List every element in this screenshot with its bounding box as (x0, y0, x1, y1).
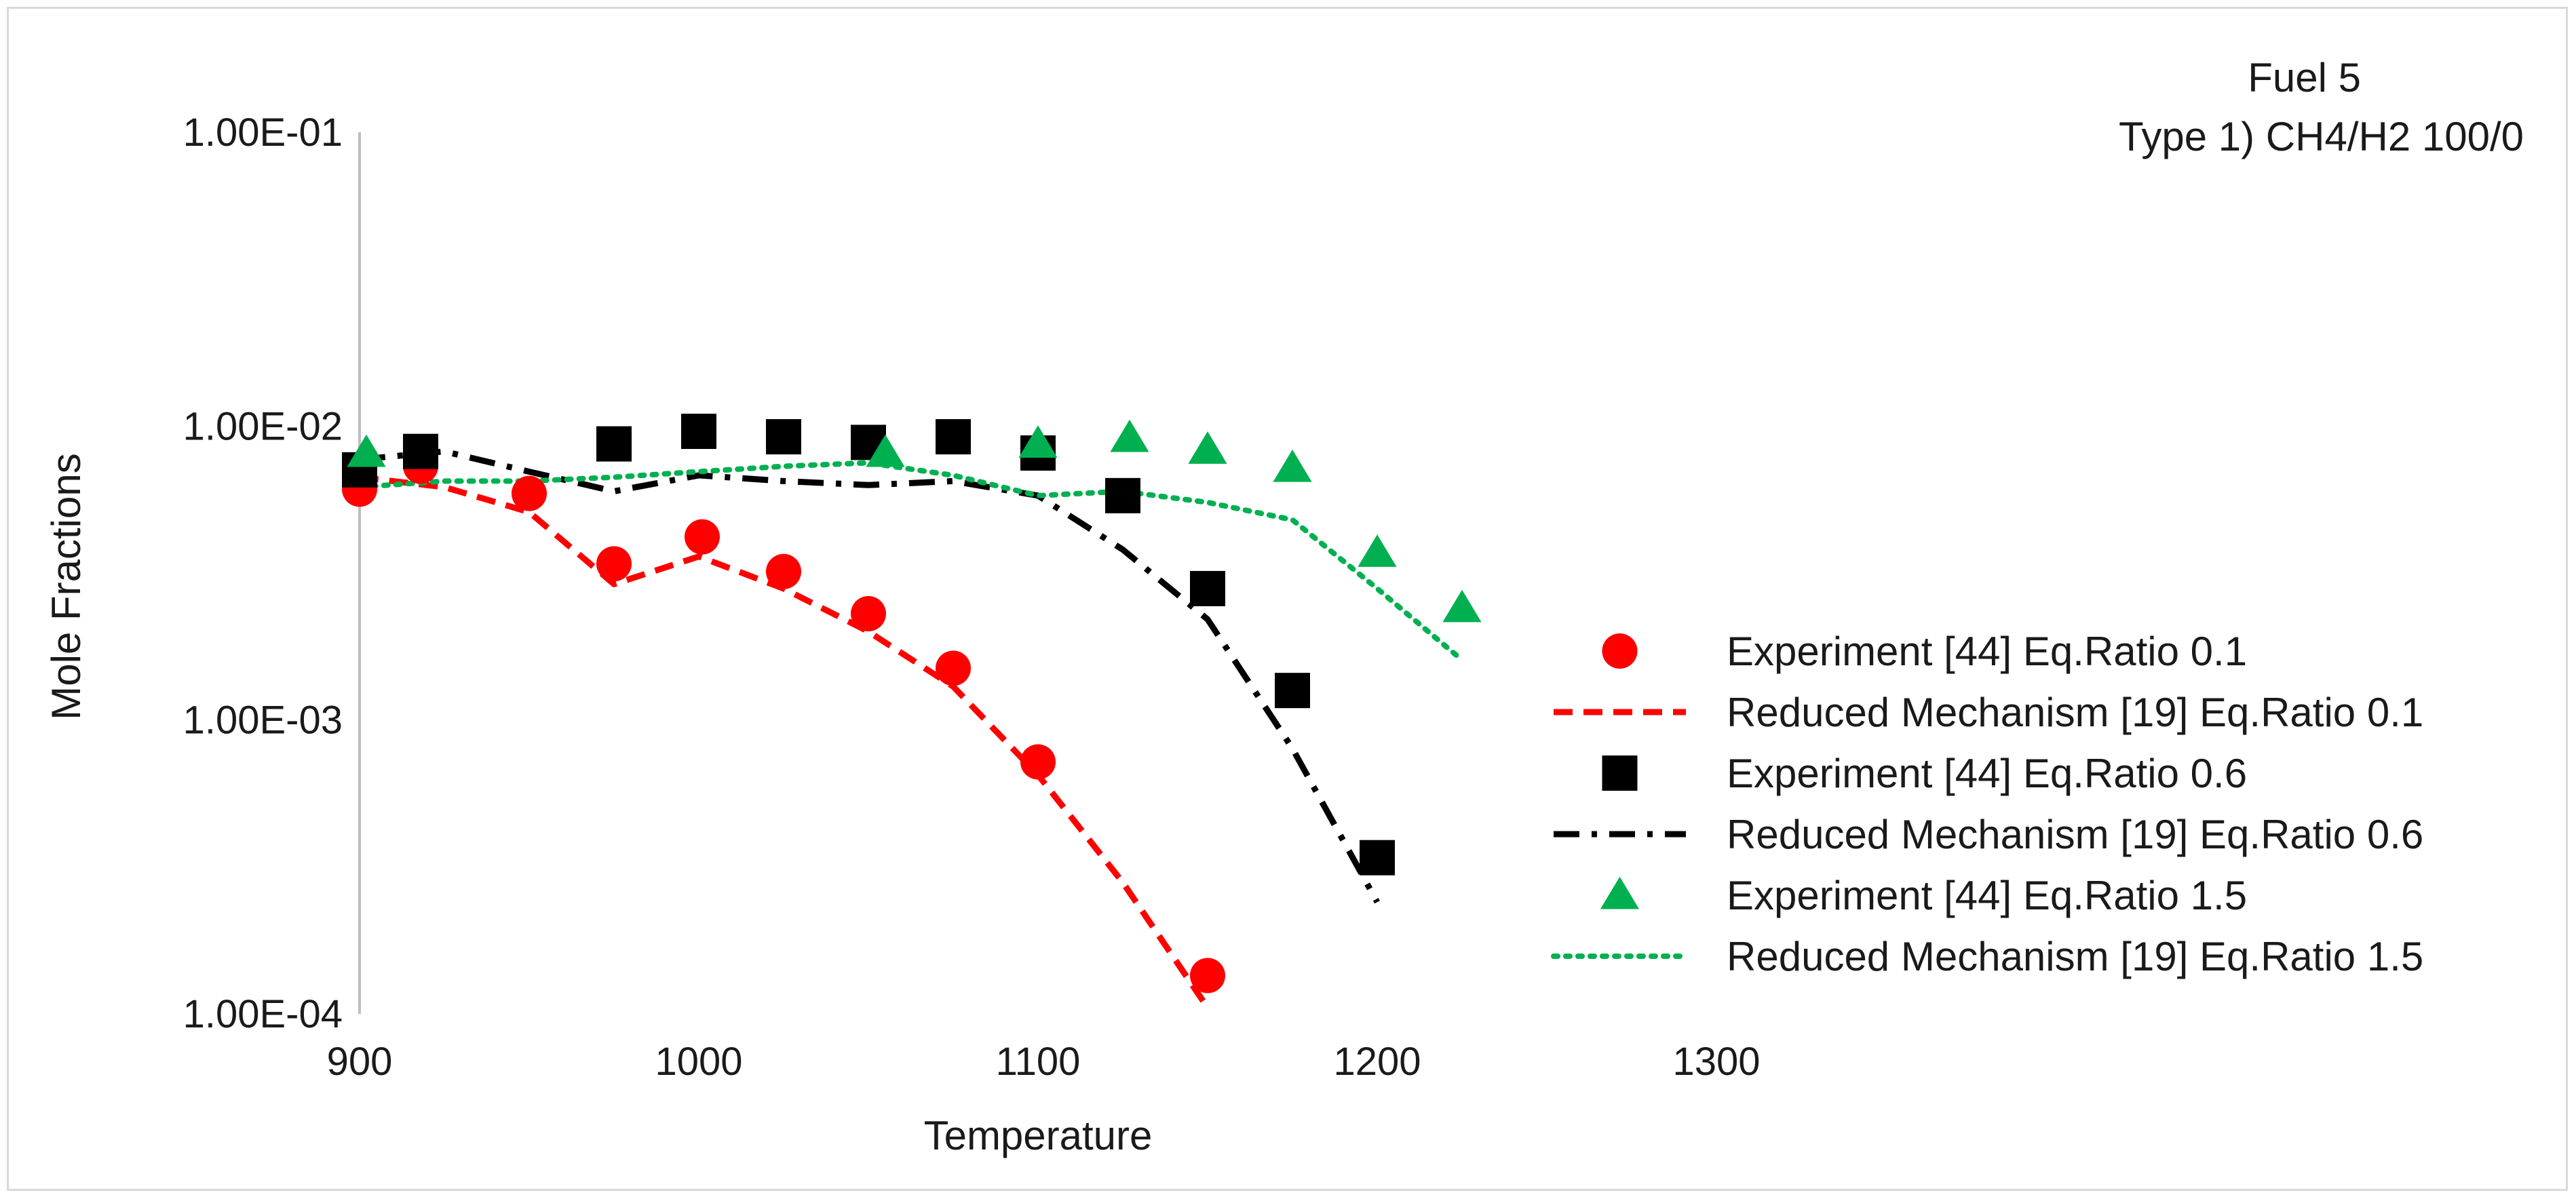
legend-label: Experiment [44] Eq.Ratio 1.5 (1727, 873, 2247, 918)
data-point-2-4 (766, 419, 801, 455)
data-point-4-7 (1442, 589, 1482, 623)
chart-title: Fuel 5 Type 1) CH4/H2 100/0 (2119, 55, 2524, 159)
chart-title-line-1: Fuel 5 (2248, 55, 2361, 100)
data-point-2-8 (1105, 477, 1140, 513)
data-point-2-2 (596, 426, 632, 462)
data-point-4-5 (1273, 449, 1312, 482)
x-tick-label: 1200 (1333, 1040, 1421, 1084)
x-tick-label: 1000 (655, 1040, 742, 1084)
data-point-4-3 (1110, 419, 1149, 452)
x-tick-label: 900 (327, 1040, 393, 1084)
data-point-0-5 (766, 553, 801, 589)
legend-label: Reduced Mechanism [19] Eq.Ratio 0.1 (1727, 690, 2423, 735)
y-axis-ticks: 1.00E-04 1.00E-03 1.00E-02 1.00E-01 (183, 111, 343, 1036)
data-point-2-1 (403, 433, 438, 469)
legend-label: Reduced Mechanism [19] Eq.Ratio 1.5 (1727, 934, 2423, 979)
data-point-0-3 (596, 546, 632, 582)
data-point-4-4 (1188, 431, 1227, 464)
legend-label: Experiment [44] Eq.Ratio 0.1 (1727, 629, 2247, 674)
series-markers (342, 414, 1482, 994)
x-tick-label: 1100 (996, 1040, 1081, 1084)
data-point-0-9 (1190, 958, 1225, 994)
data-point-0-8 (1020, 744, 1056, 780)
legend-item: Experiment [44] Eq.Ratio 1.5 (1600, 873, 2247, 918)
data-point-0-2 (512, 475, 547, 511)
y-tick-label: 1.00E-03 (183, 699, 343, 743)
data-point-4-6 (1358, 534, 1397, 567)
data-point-2-10 (1275, 673, 1310, 709)
series-line-3 (359, 448, 1380, 904)
legend-item: Experiment [44] Eq.Ratio 0.1 (1602, 629, 2247, 674)
y-tick-label: 1.00E-01 (183, 111, 343, 155)
x-tick-label: 1300 (1672, 1040, 1760, 1084)
legend-item: Reduced Mechanism [19] Eq.Ratio 1.5 (1551, 934, 2423, 979)
chart-title-line-2: Type 1) CH4/H2 100/0 (2119, 114, 2524, 159)
data-point-2-3 (681, 414, 716, 450)
series-lines (357, 448, 1465, 1010)
legend-item: Experiment [44] Eq.Ratio 0.6 (1602, 751, 2247, 796)
legend-marker-swatch (1602, 755, 1638, 791)
y-tick-label: 1.00E-02 (183, 404, 343, 448)
legend-item: Reduced Mechanism [19] Eq.Ratio 0.1 (1554, 690, 2423, 735)
data-point-0-7 (936, 650, 971, 686)
data-point-4-0 (347, 434, 386, 467)
y-tick-label: 1.00E-04 (183, 992, 343, 1036)
y-axis-title: Mole Fractions (43, 453, 89, 720)
data-point-2-6 (936, 419, 971, 455)
data-point-0-4 (685, 519, 720, 555)
chart-frame (7, 7, 2568, 1191)
series-line-5 (357, 460, 1465, 663)
x-axis-title: Temperature (924, 1113, 1153, 1158)
data-point-4-2 (1018, 425, 1058, 458)
legend-marker-swatch (1600, 876, 1640, 909)
data-point-2-11 (1360, 840, 1395, 876)
legend-label: Reduced Mechanism [19] Eq.Ratio 0.6 (1727, 812, 2423, 857)
x-axis-ticks: 900 1000 1100 1200 1300 (327, 1040, 1761, 1084)
data-point-0-6 (851, 595, 886, 631)
legend-item: Reduced Mechanism [19] Eq.Ratio 0.6 (1554, 812, 2423, 857)
data-point-2-9 (1190, 570, 1225, 606)
legend: Experiment [44] Eq.Ratio 0.1 Reduced Mech… (1551, 629, 2423, 979)
data-point-4-1 (866, 434, 905, 467)
legend-marker-swatch (1602, 633, 1638, 669)
legend-label: Experiment [44] Eq.Ratio 0.6 (1727, 751, 2247, 796)
